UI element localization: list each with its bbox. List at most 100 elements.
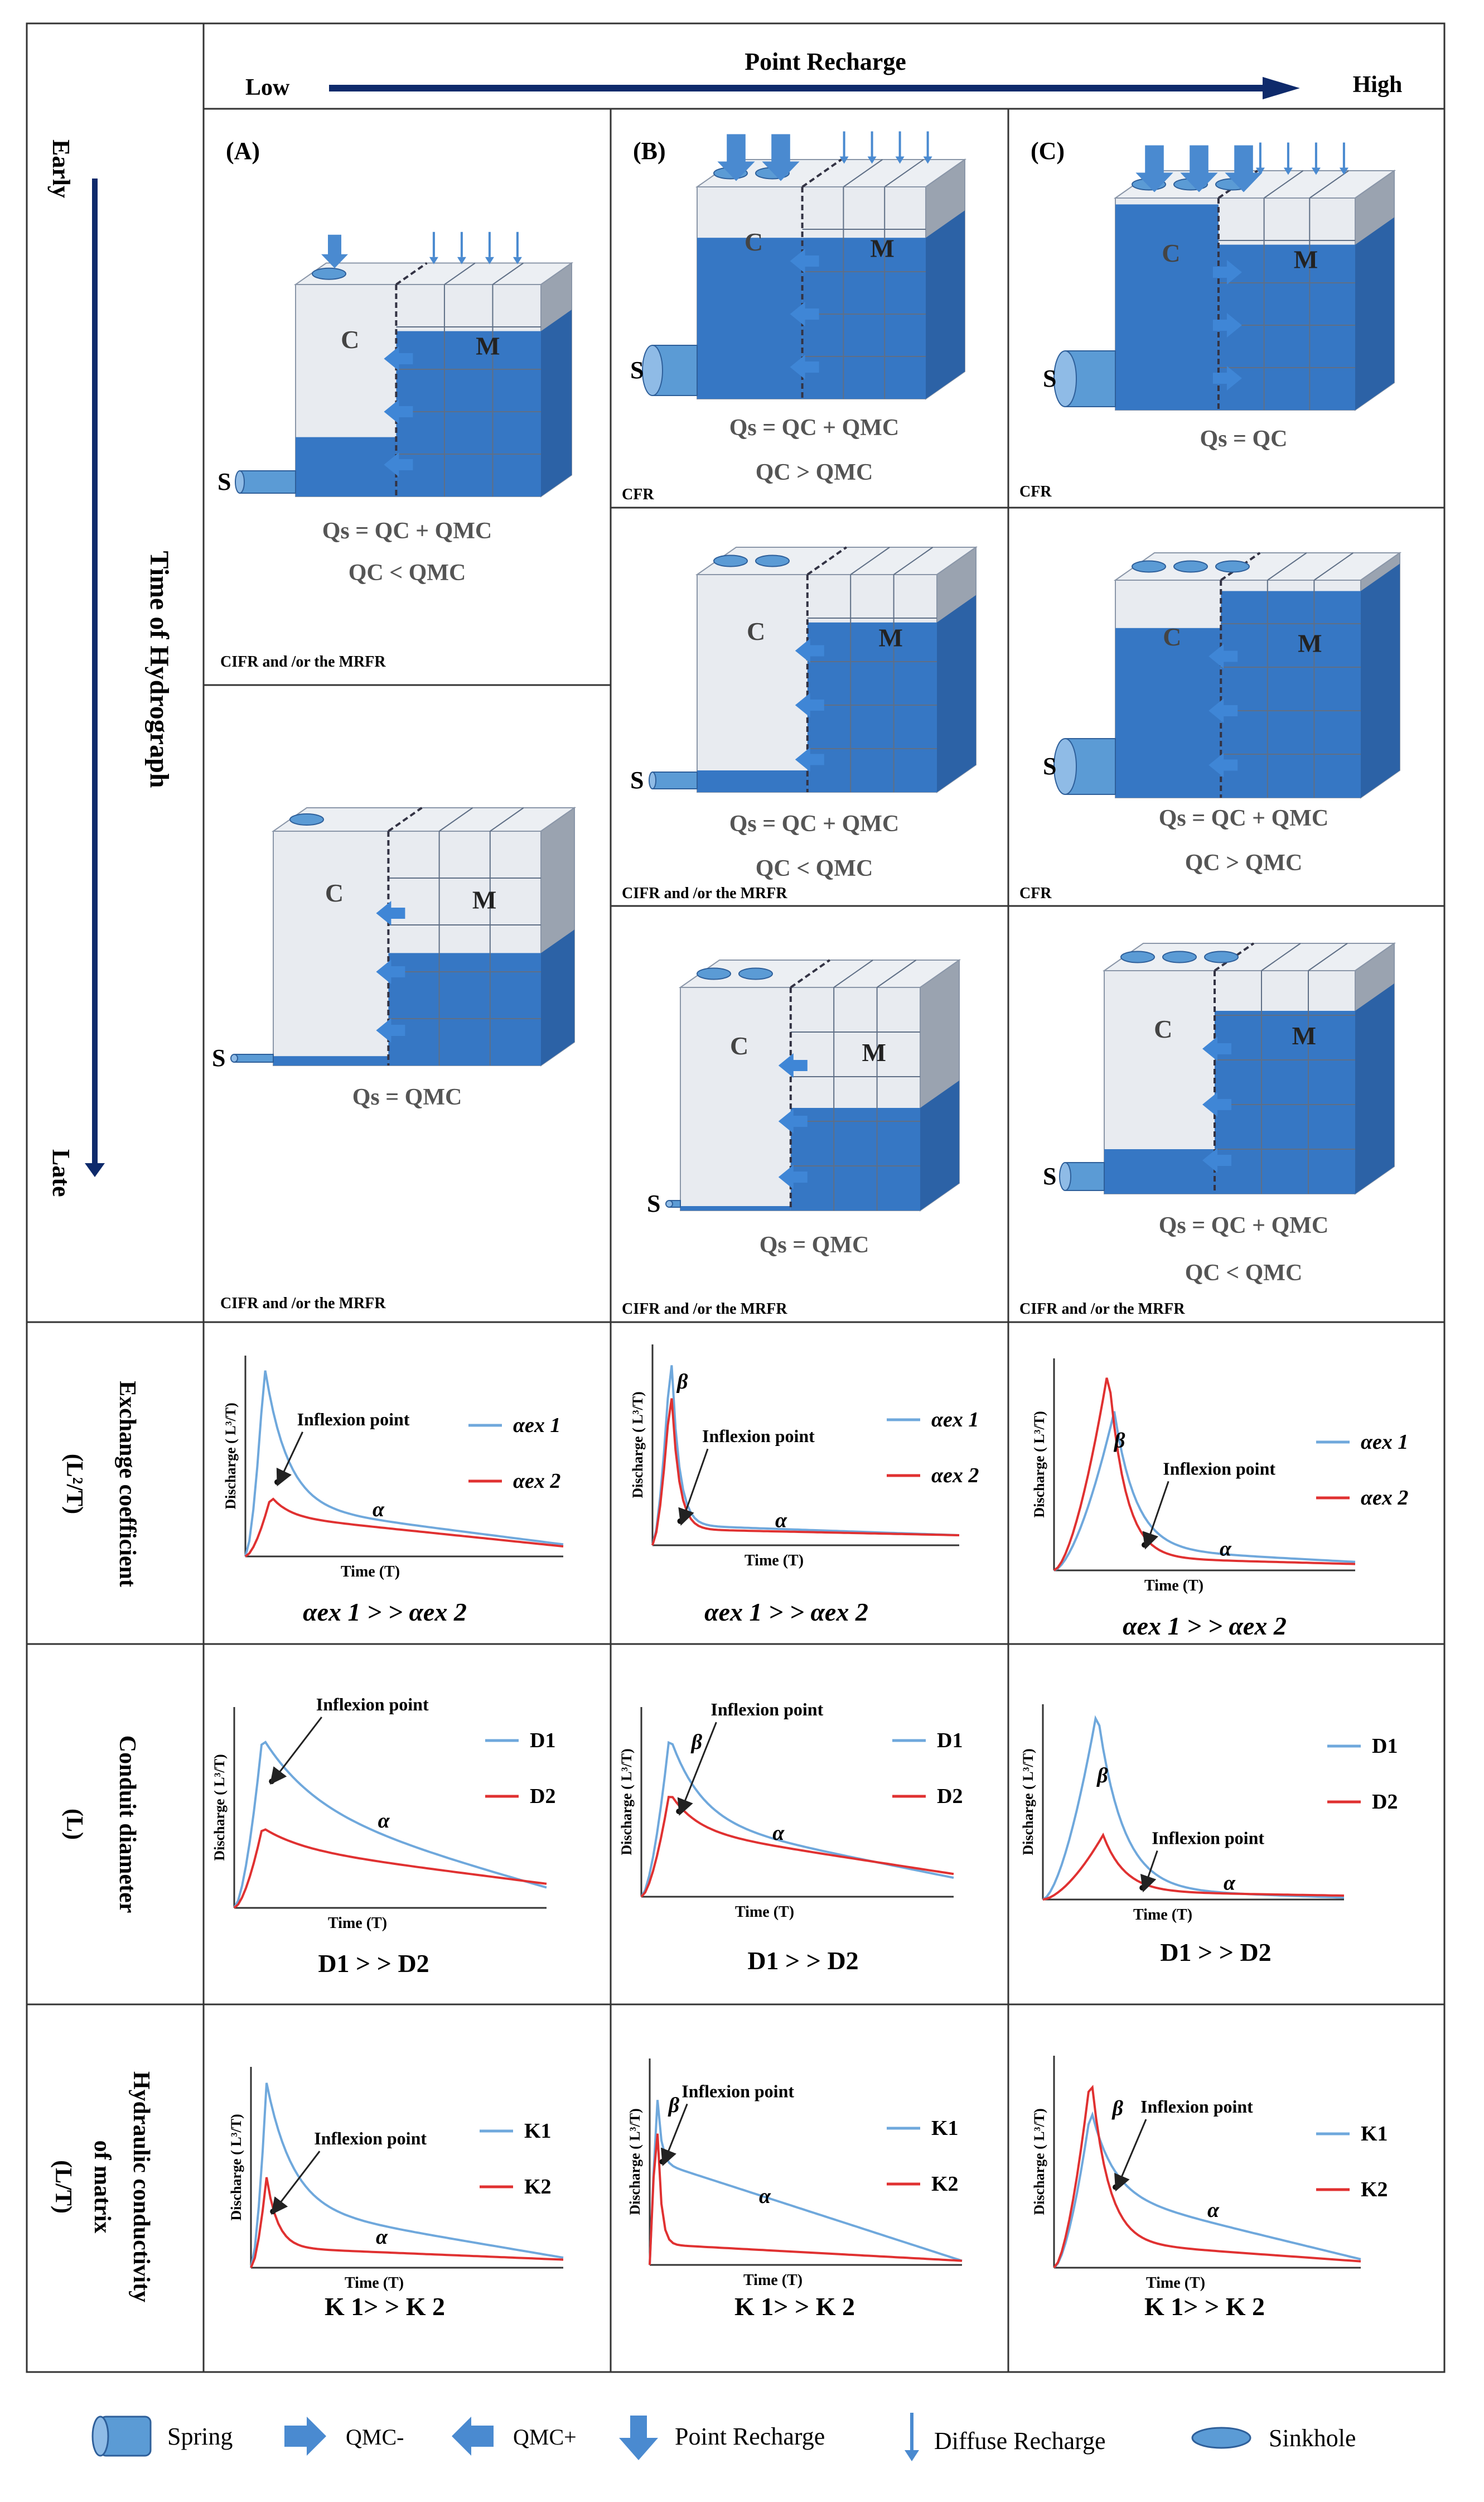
inflexion-point-marker [677,1518,683,1524]
sinkhole-icon [1132,560,1166,573]
eq-b-mid-2: QC < QMC [756,856,873,881]
point-recharge-icon [762,134,800,181]
exchange-arrow-icon [790,249,819,273]
series-1-line [1053,1411,1356,1571]
series-1-line [250,2082,564,2268]
note-c-early: CFR [1019,483,1052,500]
chart-diameter-b: Discharge ( L³/T) Time (T) Inflexion point… [618,1699,963,1975]
legend-series-2: K2 [1361,2178,1388,2201]
exchange-arrow-icon [1209,644,1238,669]
inflexion-label: Inflexion point [297,1409,410,1429]
sinkhole-icon [713,555,748,567]
series-2-line [250,2177,564,2268]
relation-label: αex 1 > > αex 2 [704,1598,868,1626]
row-conductivity-unit: (L/T) [50,2160,76,2214]
relation-label: αex 1 > > αex 2 [1123,1612,1287,1640]
chart-ylabel: Discharge ( L³/T) [630,1391,646,1498]
legend-series-1: αex 1 [1361,1430,1408,1454]
exchange-arrow-icon [795,747,824,772]
header-high: High [1353,72,1403,98]
series-1-line [649,2100,963,2265]
cube-b-late: S C M [647,959,961,1217]
sinkhole-icon [289,813,324,826]
sinkhole-icon [312,267,346,280]
series-2-line [651,1398,960,1546]
chart-xlabel: Time (T) [1144,1577,1203,1594]
legend-series-2: D2 [1372,1790,1398,1814]
chart-conductivity-a: Discharge ( L³/T) Time (T) Inflexion point… [228,2067,564,2321]
inflexion-label: Inflexion point [1163,1458,1275,1478]
header-late: Late [47,1149,75,1197]
chart-exchange-c: Discharge ( L³/T) Time (T) Inflexion point… [1031,1358,1408,1640]
row-labels: Exchange coefficient (L²/T) Conduit diam… [50,1381,154,2302]
series-2-line [1053,1377,1356,1571]
sinkhole-icon [1215,560,1250,573]
cube-b-early: S C M [630,131,967,400]
legend-qmc-plus: QMC+ [513,2424,577,2450]
conduit-label: C [745,228,763,256]
sinkhole-icon [1173,560,1208,573]
legend-series-2: K2 [931,2172,959,2196]
hydrograph-charts: Discharge ( L³/T) Time (T) Inflexion point… [211,1344,1408,2321]
conduit-label: C [1154,1015,1172,1043]
exchange-arrow-icon [1209,698,1238,723]
inflexion-label: Inflexion point [1152,1828,1264,1848]
cube-c-late: S C M [1043,942,1396,1195]
legend-sinkhole: Sinkhole [1269,2424,1356,2452]
legend-qmc-minus: QMC- [346,2424,404,2450]
spring-label: S [1043,365,1056,392]
series-2-line [1042,1833,1345,1901]
exchange-arrow-icon [1212,260,1242,285]
legend-series-2: αex 2 [513,1469,560,1493]
exchange-arrow-icon [384,346,413,371]
series-1-line [1053,2111,1361,2269]
conduit-label: C [730,1031,748,1060]
eq-c-mid-2: QC > QMC [1185,850,1303,876]
chart-xlabel: Time (T) [745,1552,804,1569]
alpha-label: α [1220,1537,1232,1560]
sinkhole-icon [1204,951,1239,963]
conduit-label: C [325,879,344,907]
spring-icon [91,2416,152,2457]
spring-icon [239,470,296,494]
exchange-arrow-icon [376,901,405,925]
legend-series-1: K1 [931,2117,959,2140]
exchange-arrow-icon [1212,366,1242,391]
spring-label: S [212,1044,225,1072]
legend-series-1: D1 [530,1729,555,1752]
relation-label: D1 > > D2 [1160,1938,1271,1966]
chart-ylabel: Discharge ( L³/T) [1031,1411,1047,1517]
relation-label: K 1> > K 2 [325,2292,445,2321]
recharge-arrow [329,76,1300,100]
series-2-line [244,1497,564,1558]
matrix-label: M [1298,629,1322,658]
chart-ylabel: Discharge ( L³/T) [1020,1748,1036,1855]
alpha-label: α [775,1509,787,1532]
chart-ylabel: Discharge ( L³/T) [1031,2108,1047,2215]
inflexion-label: Inflexion point [1140,2096,1253,2117]
note-b-early: CFR [622,486,654,503]
exchange-arrow-icon [790,302,819,326]
qmc-minus-icon [284,2417,326,2456]
chart-ylabel: Discharge ( L³/T) [223,1402,239,1509]
beta-label: β [676,1370,688,1394]
inflexion-point-marker [274,1479,280,1485]
spring-label: S [1043,1163,1056,1190]
legend-series-1: D1 [937,1729,963,1752]
cube-a-early: S C M [217,232,574,498]
eq-b-early-2: QC > QMC [756,460,873,485]
spring-label: S [647,1190,660,1217]
spring-label: S [217,468,231,495]
chart-ylabel: Discharge ( L³/T) [627,2108,643,2215]
exchange-arrow-icon [376,960,405,984]
inflexion-point-marker [1113,2184,1118,2190]
header-low: Low [245,75,290,100]
series-1-line [651,1365,960,1546]
exchange-arrow-icon [1202,1037,1231,1061]
exchange-arrow-icon [795,693,824,717]
inflexion-point-marker [1139,1885,1145,1891]
sinkhole-icon [697,967,731,980]
header-early: Early [47,139,75,198]
beta-label: β [1096,1764,1108,1787]
